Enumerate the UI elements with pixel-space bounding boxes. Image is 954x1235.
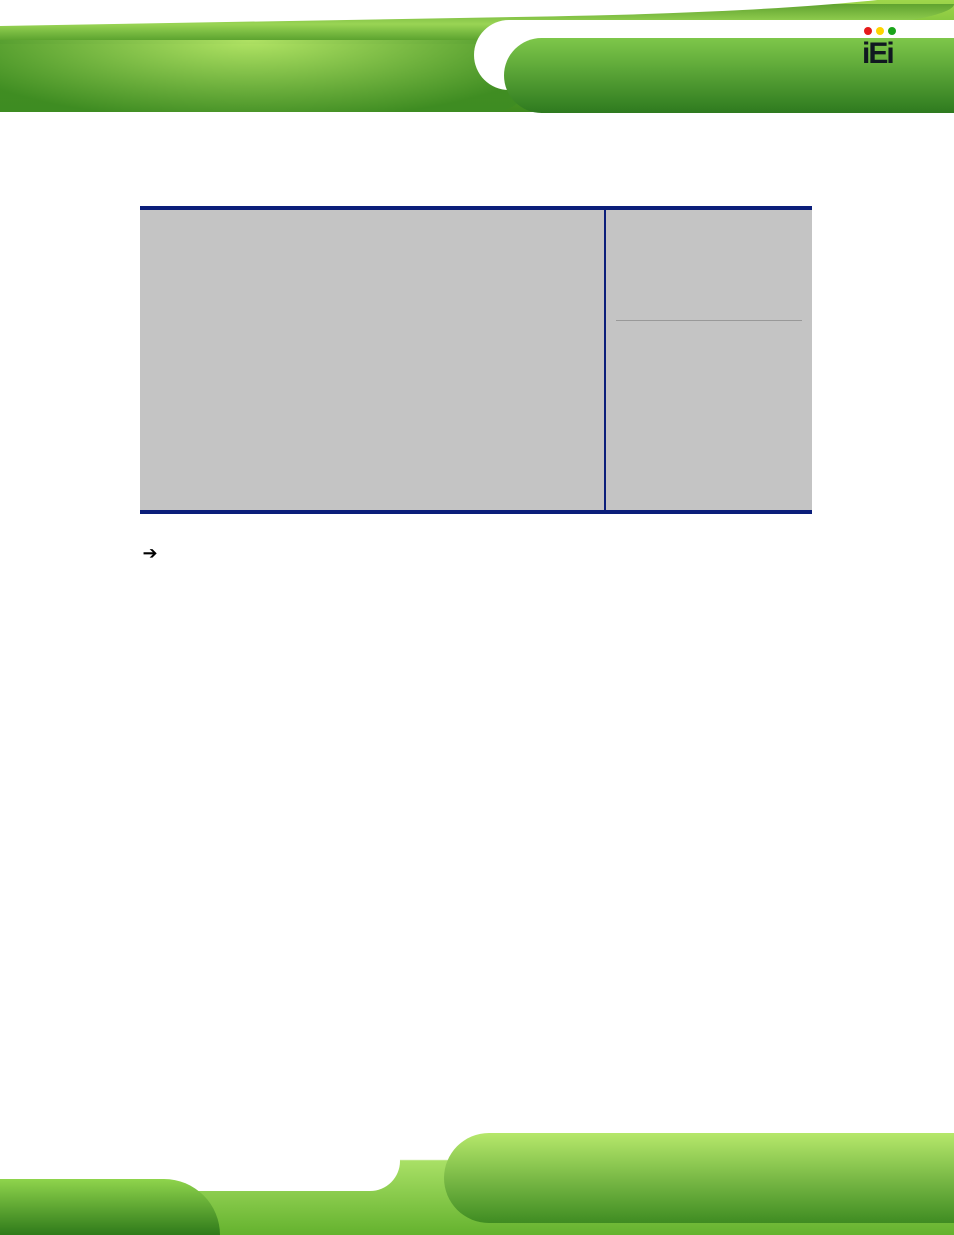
footer-banner [0, 1100, 954, 1235]
bios-footer [140, 510, 812, 514]
bios-body-left [140, 210, 604, 510]
page-content: ➔ [0, 0, 954, 730]
section-heading [140, 162, 834, 182]
bios-help-panel [604, 210, 812, 510]
bios-screenshot [140, 206, 812, 514]
arrow-icon: ➔ [140, 542, 160, 564]
